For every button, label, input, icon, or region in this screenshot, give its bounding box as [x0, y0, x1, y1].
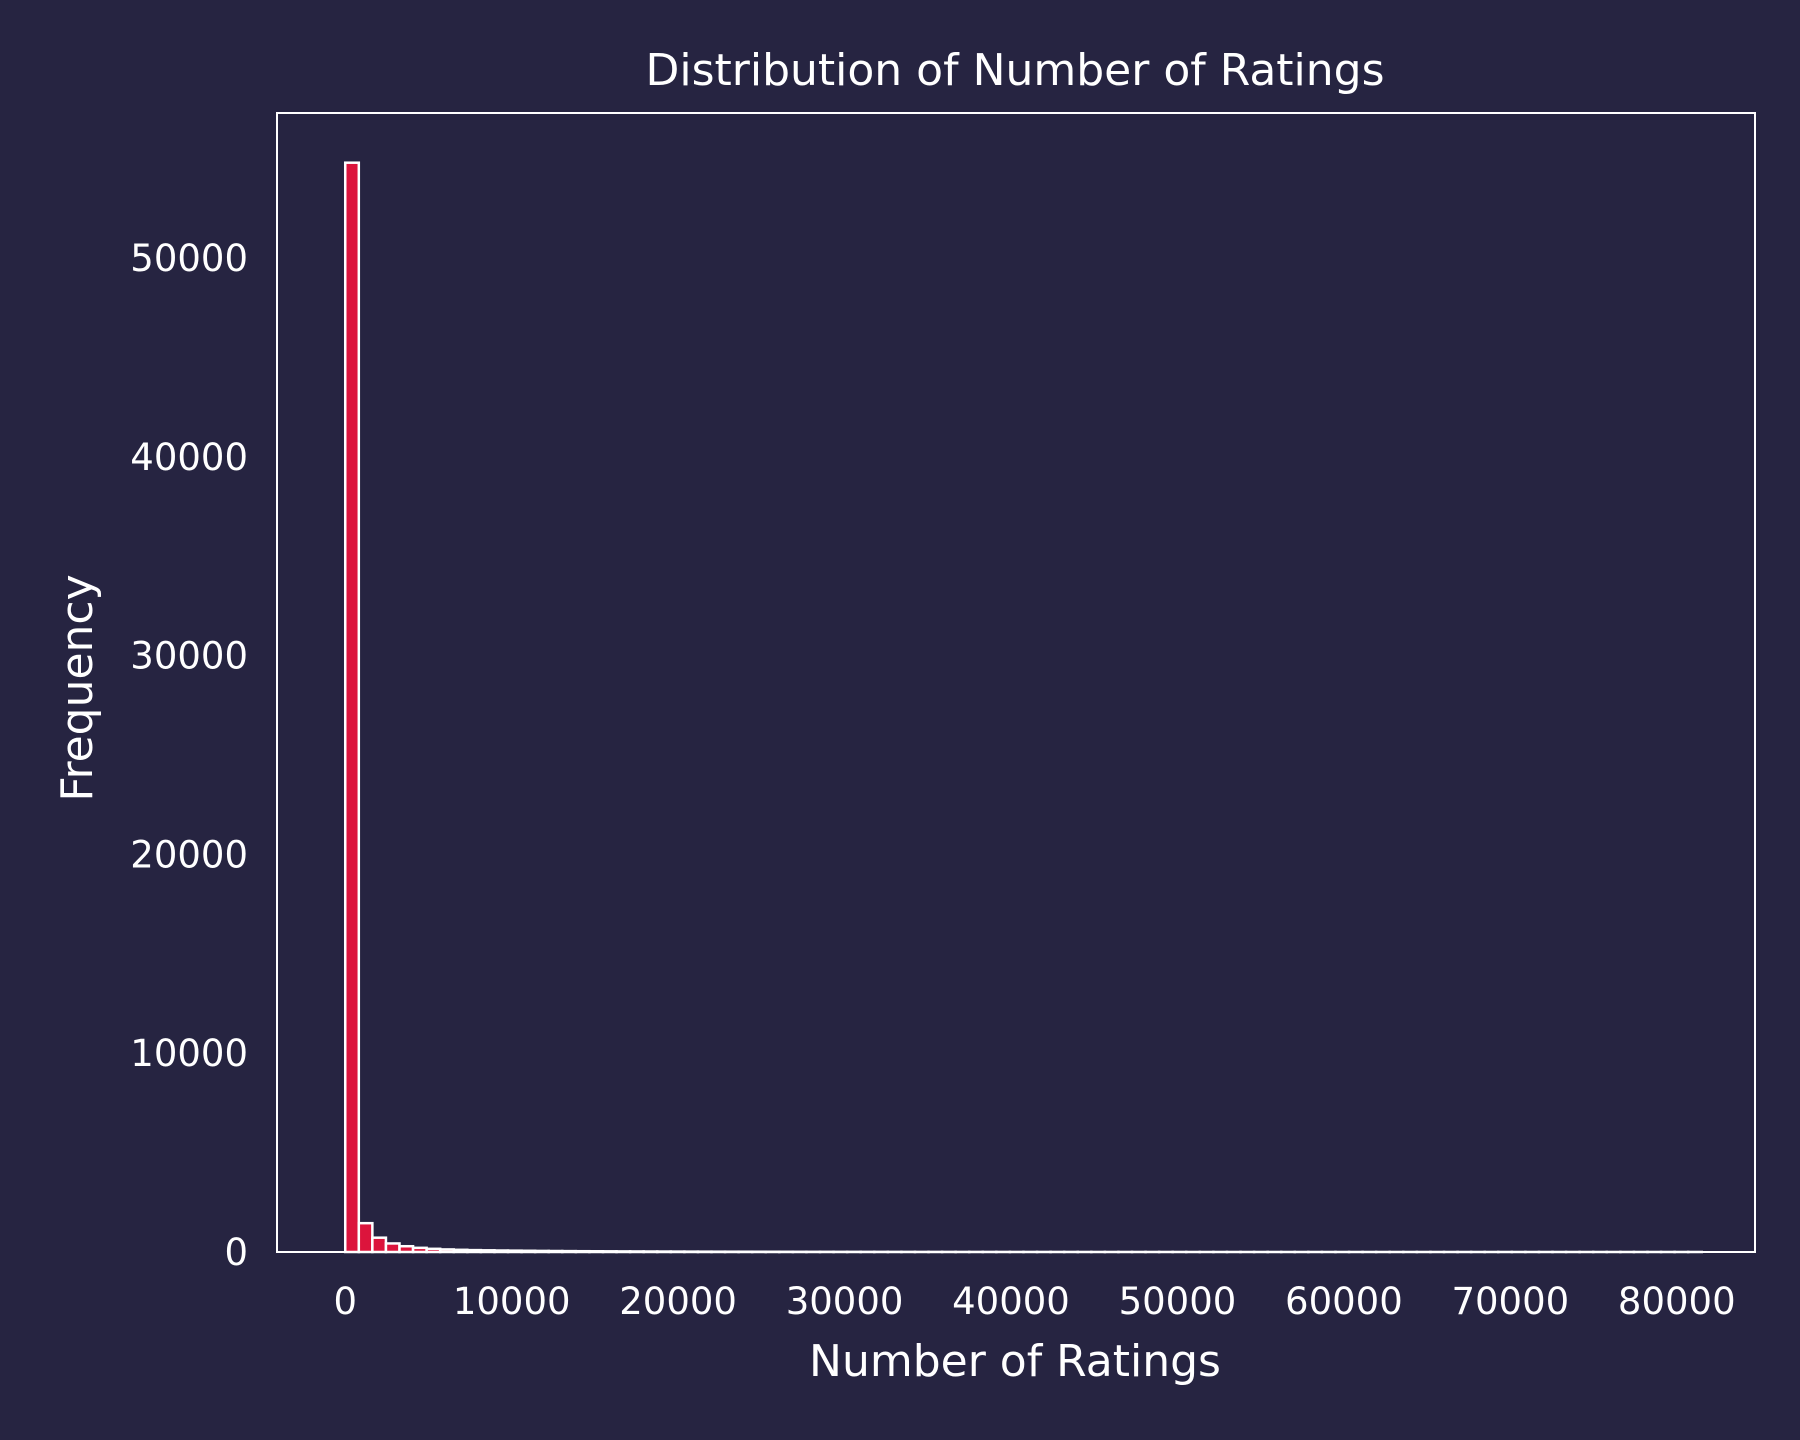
x-axis-label: Number of Ratings [809, 1336, 1221, 1387]
x-tick-label: 20000 [619, 1280, 737, 1323]
histogram-bars [343, 161, 1703, 1254]
y-tick-labels: 0 10000 20000 30000 40000 50000 [130, 237, 248, 1274]
histogram-bar [384, 1242, 401, 1254]
x-tick-label: 10000 [453, 1280, 571, 1323]
chart-title: Distribution of Number of Ratings [646, 45, 1385, 96]
plot-frame [276, 112, 1756, 1253]
y-tick-label: 30000 [130, 635, 248, 678]
y-axis-label: Frequency [52, 574, 103, 801]
y-tick-label: 40000 [130, 436, 248, 479]
x-tick-labels: 0 10000 20000 30000 40000 50000 60000 70000 8000… [333, 1280, 1735, 1323]
x-tick-label: 30000 [786, 1280, 904, 1323]
x-tick-label: 50000 [1119, 1280, 1237, 1323]
x-tick-label: 80000 [1618, 1280, 1736, 1323]
y-tick-label: 50000 [130, 237, 248, 280]
histogram-bar [343, 161, 361, 1254]
x-tick-label: 0 [333, 1280, 357, 1323]
x-tick-label: 60000 [1285, 1280, 1403, 1323]
x-tick-label: 70000 [1451, 1280, 1569, 1323]
histogram-bar [357, 1221, 374, 1254]
histogram-bar [371, 1236, 388, 1254]
y-tick-label: 20000 [130, 833, 248, 876]
y-tick-label: 10000 [130, 1032, 248, 1075]
x-tick-label: 40000 [952, 1280, 1070, 1323]
y-tick-label: 0 [224, 1231, 248, 1274]
